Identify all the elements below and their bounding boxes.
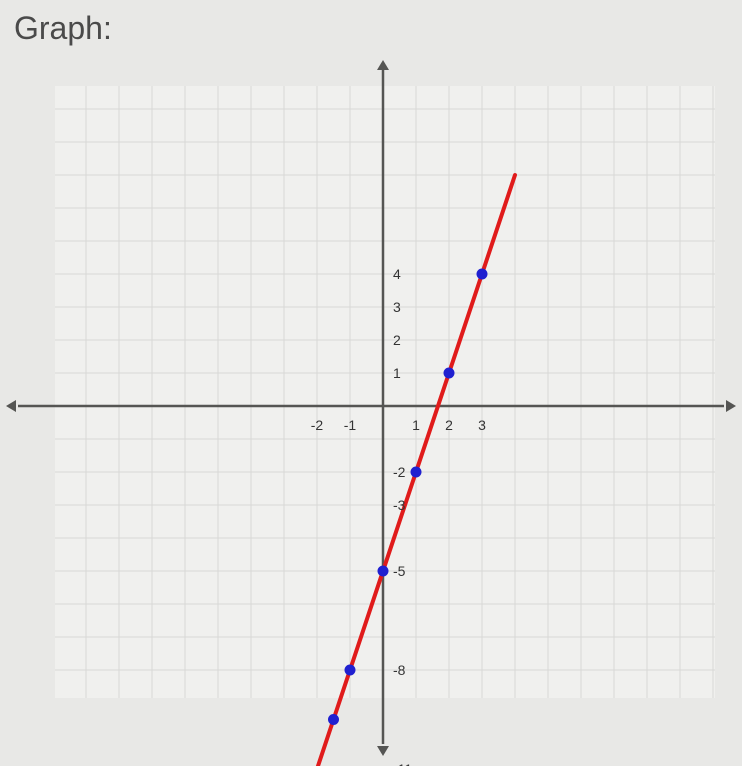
x-tick-label: 2: [445, 417, 453, 433]
line-chart: -2-11234321-2-3-5-8-11: [0, 58, 742, 766]
y-tick-label: -2: [393, 464, 406, 480]
y-tick-label: -11: [393, 761, 412, 766]
x-tick-label: 3: [478, 417, 486, 433]
plot-point: [378, 566, 388, 576]
plot-point: [345, 665, 355, 675]
graph-area: -2-11234321-2-3-5-8-11: [0, 58, 742, 766]
plot-point: [477, 269, 487, 279]
y-tick-label: -8: [393, 662, 406, 678]
plot-point: [411, 467, 421, 477]
plot-point: [329, 715, 339, 725]
x-tick-label: -2: [311, 417, 324, 433]
page-title: Graph:: [14, 10, 112, 47]
y-tick-label: -3: [393, 497, 406, 513]
y-tick-label: 1: [393, 365, 401, 381]
plot-point: [444, 368, 454, 378]
x-tick-label: -1: [344, 417, 357, 433]
x-tick-label: 1: [412, 417, 420, 433]
y-tick-label: -5: [393, 563, 406, 579]
y-tick-label: 3: [393, 299, 401, 315]
graph-container: Graph: -2-11234321-2-3-5-8-11: [0, 0, 742, 766]
y-tick-label: 4: [393, 266, 401, 282]
y-tick-label: 2: [393, 332, 401, 348]
grid-panel: [55, 86, 715, 698]
